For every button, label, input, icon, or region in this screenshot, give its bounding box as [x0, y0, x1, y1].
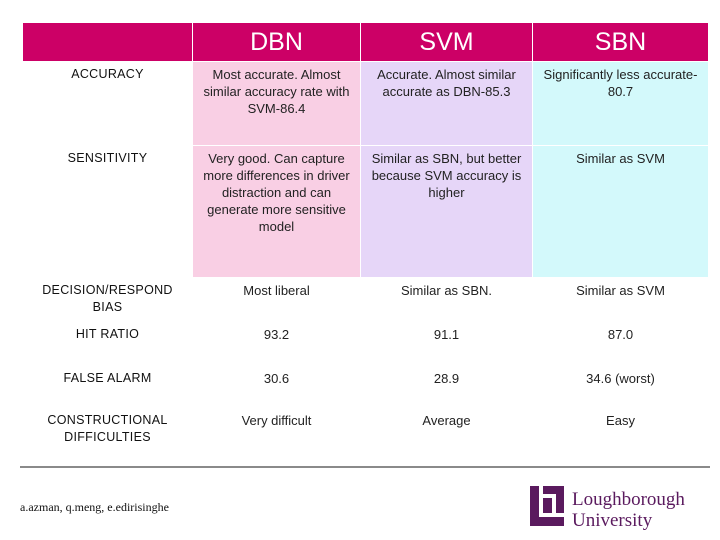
cell-dbn: Most accurate. Almost similar accuracy r…: [192, 61, 361, 146]
cell-dbn: 93.2: [192, 321, 361, 366]
cell-sbn: Significantly less accurate-80.7: [532, 61, 709, 146]
table-row: HIT RATIO 93.2 91.1 87.0: [22, 321, 709, 366]
header-svm: SVM: [360, 22, 533, 62]
cell-dbn: Very good. Can capture more differences …: [192, 145, 361, 278]
table-row: ACCURACY Most accurate. Almost similar a…: [22, 61, 709, 146]
cell-svm: Similar as SBN.: [360, 277, 533, 322]
header-row: DBN SVM SBN: [22, 22, 709, 62]
header-empty-cell: [22, 22, 193, 62]
cell-svm: Average: [360, 407, 533, 454]
cell-dbn: 30.6: [192, 365, 361, 408]
header-dbn: DBN: [192, 22, 361, 62]
comparison-table: DBN SVM SBN ACCURACY Most accurate. Almo…: [22, 22, 709, 454]
row-label-accuracy: ACCURACY: [22, 61, 193, 146]
authors-text: a.azman, q.meng, e.edirisinghe: [20, 500, 169, 514]
cell-sbn: 87.0: [532, 321, 709, 366]
row-label-constructional: CONSTRUCTIONAL DIFFICULTIES: [22, 407, 193, 454]
cell-sbn: Similar as SVM: [532, 145, 709, 278]
cell-svm: Similar as SBN, but better because SVM a…: [360, 145, 533, 278]
table-row: CONSTRUCTIONAL DIFFICULTIES Very difficu…: [22, 407, 709, 454]
cell-svm: Accurate. Almost similar accurate as DBN…: [360, 61, 533, 146]
cell-dbn: Very difficult: [192, 407, 361, 454]
university-logo: Loughborough University: [530, 486, 685, 530]
footer-divider: [20, 466, 710, 468]
header-sbn: SBN: [532, 22, 709, 62]
cell-sbn: 34.6 (worst): [532, 365, 709, 408]
table-row: SENSITIVITY Very good. Can capture more …: [22, 145, 709, 278]
logo-line2: University: [572, 510, 653, 530]
cell-sbn: Easy: [532, 407, 709, 454]
cell-sbn: Similar as SVM: [532, 277, 709, 322]
cell-svm: 91.1: [360, 321, 533, 366]
row-label-decision-bias: DECISION/RESPOND BIAS: [22, 277, 193, 322]
row-label-sensitivity: SENSITIVITY: [22, 145, 193, 278]
table-row: FALSE ALARM 30.6 28.9 34.6 (worst): [22, 365, 709, 408]
logo-line1: Loughborough: [572, 489, 685, 510]
cell-svm: 28.9: [360, 365, 533, 408]
row-label-false-alarm: FALSE ALARM: [22, 365, 193, 408]
row-label-hit-ratio: HIT RATIO: [22, 321, 193, 366]
table-row: DECISION/RESPOND BIAS Most liberal Simil…: [22, 277, 709, 322]
cell-dbn: Most liberal: [192, 277, 361, 322]
logo-mark-icon: [530, 486, 564, 526]
